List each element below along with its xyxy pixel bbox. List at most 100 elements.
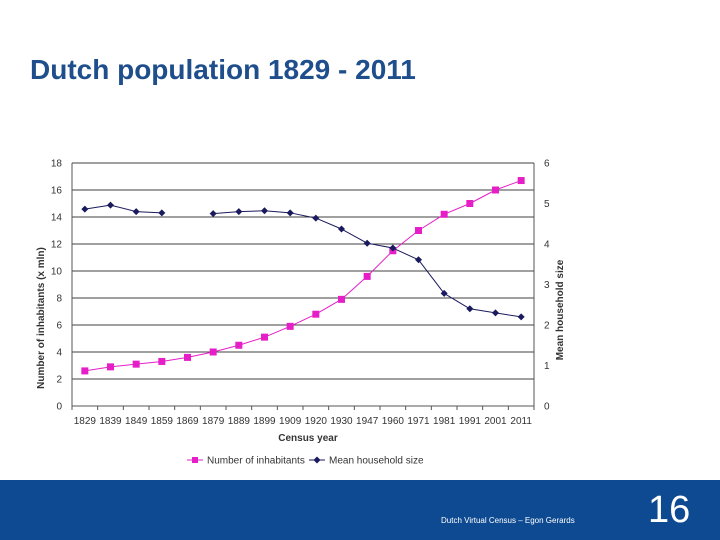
series-line-segment — [341, 276, 368, 300]
series-line-segment — [495, 312, 522, 318]
series-line-segment — [341, 228, 368, 244]
series-line-segment — [136, 211, 162, 214]
left-tick-label: 14 — [51, 213, 63, 224]
series-line-segment — [264, 325, 291, 338]
series-line-segment — [110, 204, 137, 213]
inhabitants-point — [415, 227, 422, 234]
inhabitants-point — [132, 360, 140, 368]
x-tick-label: 1947 — [356, 416, 379, 427]
legend-label: Mean household size — [329, 456, 424, 467]
series-line-segment — [367, 242, 393, 249]
footer-band: Dutch Virtual Census – Egon Gerards 16 — [0, 480, 720, 540]
series-line-segment — [238, 210, 265, 213]
series-line-segment — [392, 230, 419, 252]
household-point — [235, 208, 243, 216]
household-point — [158, 209, 166, 217]
legend-label: Number of inhabitants — [207, 456, 305, 467]
x-tick-label: 1991 — [459, 416, 482, 427]
legend-marker — [192, 457, 198, 463]
legend: Number of inhabitants Mean household size — [187, 456, 424, 467]
household-point — [81, 205, 89, 213]
series-line-segment — [366, 250, 394, 277]
left-tick-label: 6 — [56, 321, 62, 332]
x-tick-label: 2001 — [484, 416, 507, 427]
x-axis-label: Census year — [278, 433, 338, 444]
household-point — [261, 207, 268, 215]
series-line-segment — [443, 203, 471, 215]
inhabitants-point — [363, 272, 371, 280]
right-tick-label: 0 — [544, 402, 550, 413]
x-tick-label: 1971 — [407, 416, 430, 427]
x-tick-label: 1869 — [176, 416, 199, 427]
series-line-segment — [469, 308, 496, 314]
inhabitants-point — [261, 333, 268, 341]
household-point — [312, 214, 320, 222]
y-axis-label-left: Number of inhabitants (x mln) — [36, 247, 47, 389]
household-point — [363, 239, 371, 247]
inhabitants-point — [184, 353, 191, 361]
inhabitants-point — [235, 341, 243, 349]
series-line-segment — [289, 313, 317, 327]
household-point — [132, 208, 140, 216]
series-line-segment — [84, 204, 111, 210]
series-line-segment — [469, 189, 496, 204]
inhabitants-point — [517, 177, 525, 185]
household-point — [492, 309, 499, 317]
x-axis-ticks: 1829 1839 1849 1859 1869 1879 1889 1899 1909 1920… — [71, 406, 535, 427]
x-tick-label: 1981 — [433, 416, 456, 427]
series-line-segment — [315, 217, 342, 230]
gridlines — [72, 162, 534, 380]
x-tick-label: 1879 — [202, 416, 225, 427]
inhabitants-point — [312, 310, 320, 318]
x-tick-label: 2011 — [510, 416, 532, 427]
x-tick-label: 1960 — [382, 416, 405, 427]
series-line-segment — [136, 360, 162, 365]
series-line-segment — [264, 210, 291, 214]
series-line-segment — [213, 344, 239, 353]
x-tick-label: 1899 — [253, 416, 276, 427]
series-line-segment — [443, 292, 471, 310]
household-point — [517, 313, 525, 321]
x-tick-label: 1839 — [99, 416, 122, 427]
household-point — [286, 209, 294, 217]
series-line-segment — [84, 366, 111, 372]
left-tick-label: 0 — [56, 402, 62, 413]
right-axis-ticks: 0 1 2 3 4 5 6 — [544, 159, 550, 413]
x-tick-label: 1829 — [74, 416, 97, 427]
inhabitants-point — [492, 186, 499, 194]
series-line-segment — [392, 247, 419, 261]
series-line-segment — [418, 259, 445, 294]
series-line-segment — [418, 213, 445, 231]
legend-marker — [313, 456, 321, 464]
x-tick-label: 1920 — [305, 416, 328, 427]
inhabitants-point — [81, 367, 89, 375]
left-tick-label: 4 — [56, 348, 62, 359]
series-line-segment — [187, 351, 214, 358]
household-point — [440, 289, 448, 297]
series-line-segment — [315, 298, 342, 315]
footer-text: Dutch Virtual Census – Egon Gerards — [441, 516, 575, 525]
left-tick-label: 10 — [51, 267, 63, 278]
right-tick-label: 5 — [544, 199, 550, 210]
slide-title: Dutch population 1829 - 2011 — [30, 54, 416, 85]
inhabitants-point — [286, 322, 294, 330]
series-line-segment — [213, 211, 239, 215]
x-tick-label: 1889 — [228, 416, 251, 427]
right-tick-label: 1 — [544, 361, 550, 372]
inhabitants-point — [107, 363, 114, 371]
household-point — [466, 305, 474, 313]
inhabitants-point — [440, 210, 448, 218]
page-number: 16 — [648, 489, 691, 531]
right-tick-label: 2 — [544, 321, 550, 332]
x-tick-label: 1909 — [279, 416, 302, 427]
left-tick-label: 16 — [51, 186, 63, 197]
inhabitants-point — [338, 295, 345, 303]
household-point — [338, 225, 345, 233]
x-tick-label: 1849 — [125, 416, 148, 427]
right-tick-label: 4 — [544, 240, 550, 251]
series-line-segment — [110, 363, 137, 368]
household-point — [209, 210, 217, 218]
series-line-segment — [238, 336, 265, 346]
left-tick-label: 12 — [51, 240, 63, 251]
